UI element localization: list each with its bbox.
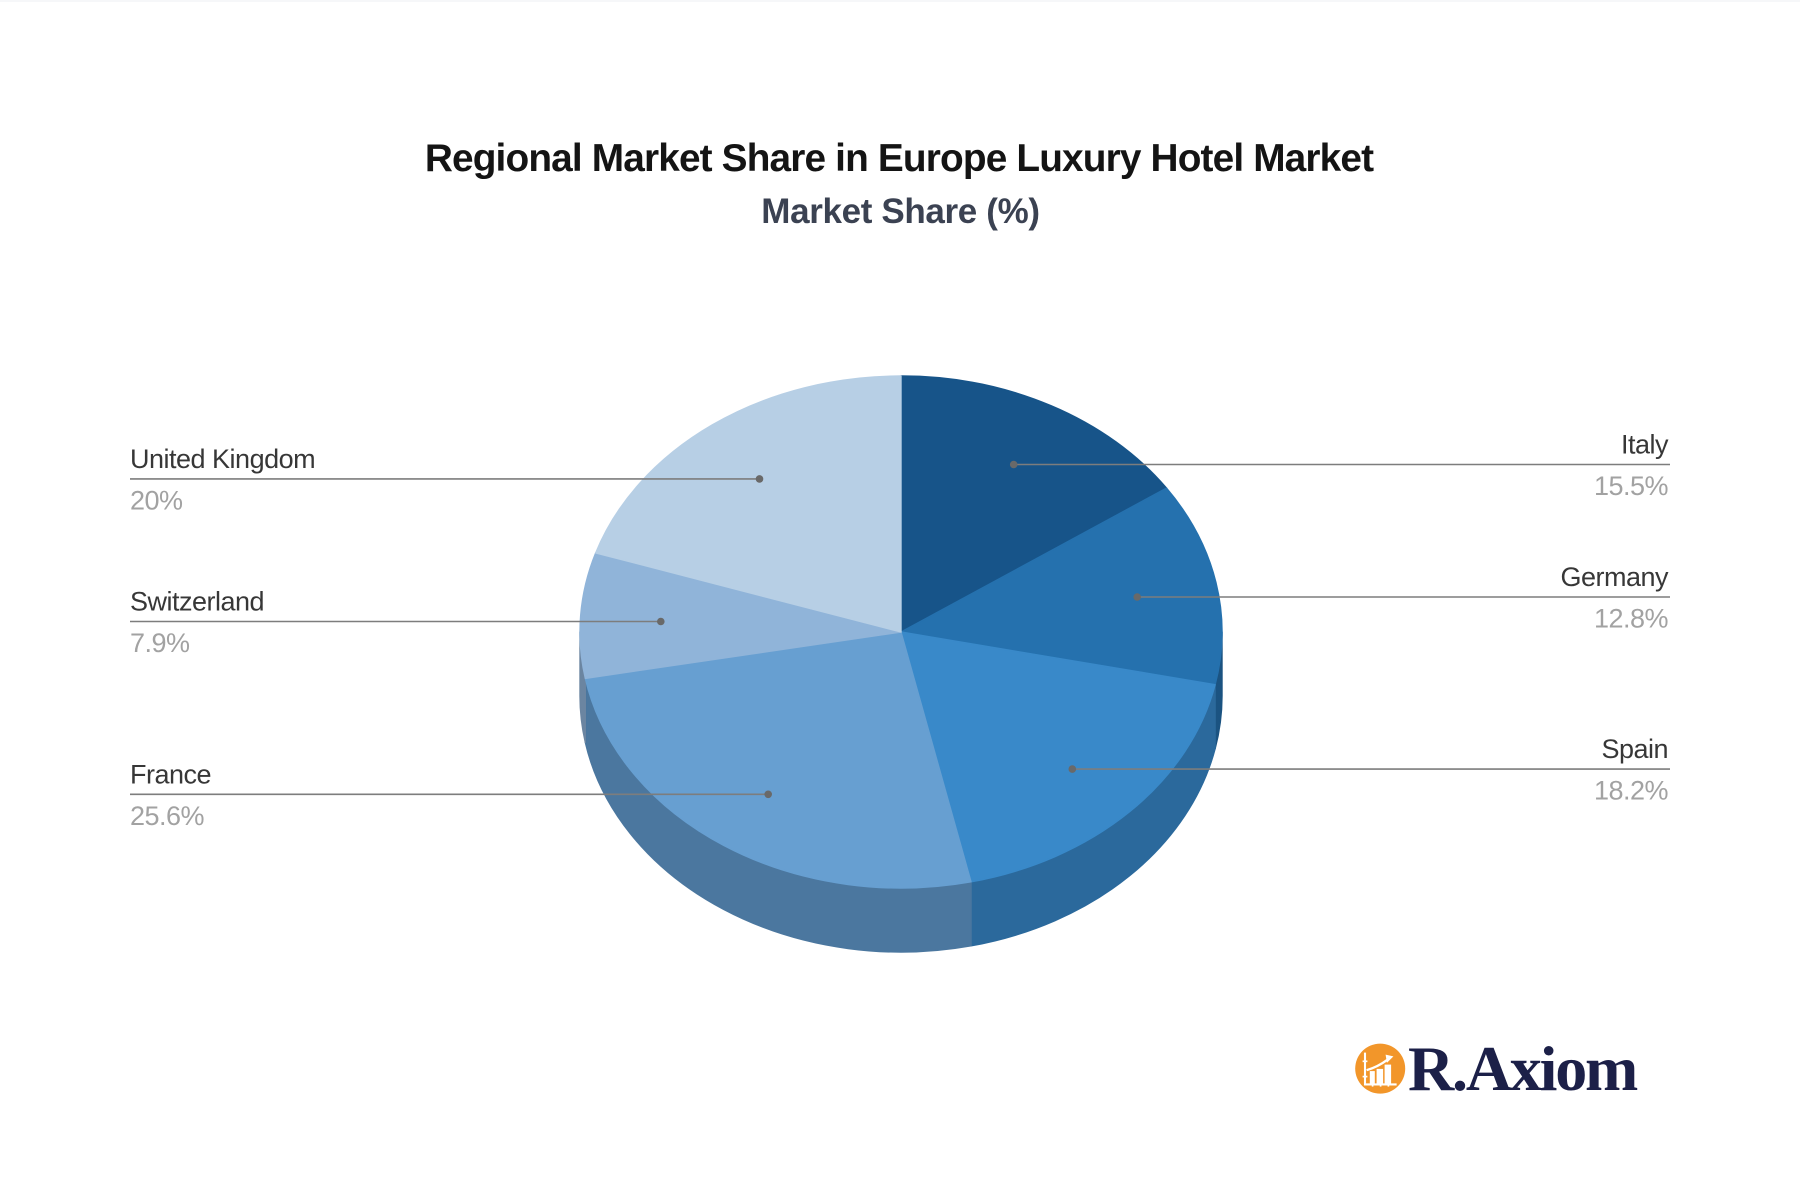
svg-text:Regional Market Share in Europ: Regional Market Share in Europe Luxury H… (425, 137, 1374, 180)
svg-text:7.9%: 7.9% (130, 628, 190, 658)
svg-text:Switzerland: Switzerland (130, 587, 264, 617)
svg-text:Germany: Germany (1560, 562, 1669, 592)
svg-text:20%: 20% (130, 485, 183, 515)
svg-text:18.2%: 18.2% (1594, 776, 1669, 806)
svg-text:25.6%: 25.6% (130, 801, 205, 831)
svg-text:United Kingdom: United Kingdom (130, 444, 315, 474)
svg-text:12.8%: 12.8% (1594, 604, 1669, 634)
svg-text:R.Axiom: R.Axiom (1408, 1033, 1638, 1104)
svg-text:Spain: Spain (1601, 734, 1668, 764)
svg-text:15.5%: 15.5% (1594, 471, 1669, 501)
svg-text:Market Share (%): Market Share (%) (761, 192, 1039, 231)
svg-text:France: France (130, 759, 211, 789)
svg-text:Italy: Italy (1621, 430, 1669, 460)
